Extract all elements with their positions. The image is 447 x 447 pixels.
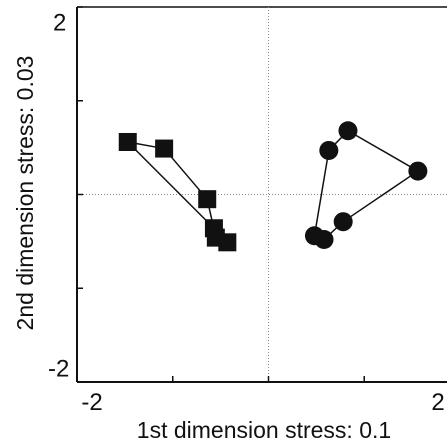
connector-line <box>313 150 330 236</box>
connector-line <box>342 170 419 223</box>
x-tick-label-right: 2 <box>431 389 444 416</box>
square-marker <box>204 219 223 238</box>
circle-marker <box>408 161 428 181</box>
y-axis-title: 2nd dimension stress: 0.03 <box>12 56 38 331</box>
square-marker <box>155 139 174 158</box>
circle-marker <box>319 140 339 160</box>
circle-marker <box>338 121 358 141</box>
square-marker <box>218 233 237 252</box>
axis-ticks <box>76 6 365 383</box>
square-marker <box>118 133 137 151</box>
y-tick-label-bottom: -2 <box>48 355 69 382</box>
connector-line <box>347 130 419 172</box>
reference-lines <box>77 7 447 382</box>
y-tick-label-top: 2 <box>53 9 66 36</box>
x-axis-title: 1st dimension stress: 0.1 <box>137 417 391 443</box>
plot-frame <box>76 6 447 383</box>
x-tick-label-left: -2 <box>81 389 102 416</box>
series-markers <box>118 121 428 252</box>
circle-marker <box>314 230 334 249</box>
square-marker <box>198 190 217 209</box>
connector-line <box>127 141 215 229</box>
circle-marker <box>333 212 353 232</box>
